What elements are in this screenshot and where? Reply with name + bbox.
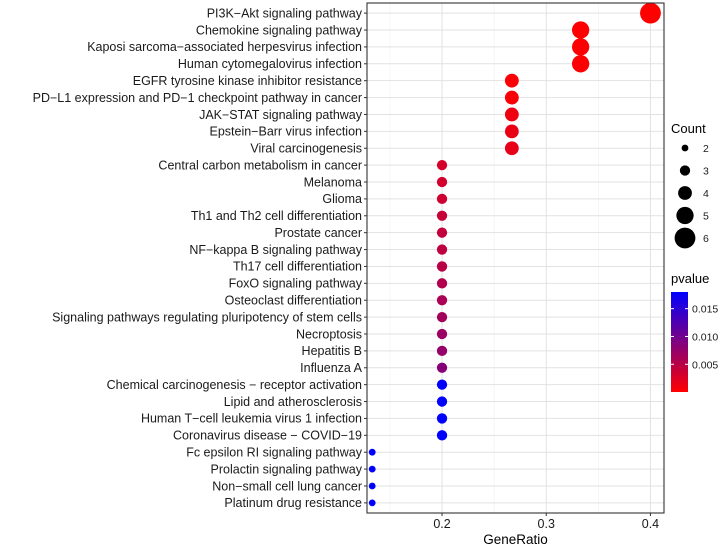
data-point — [436, 430, 448, 441]
x-tick-label: 0.3 — [538, 517, 555, 531]
y-tick-label: Hepatitis B — [302, 344, 362, 358]
data-point — [504, 107, 519, 122]
y-tick-label: Kaposi sarcoma−associated herpesvirus in… — [87, 40, 362, 54]
data-point — [436, 311, 448, 323]
y-tick-label: NF−kappa B signaling pathway — [189, 243, 362, 257]
data-point — [571, 55, 590, 73]
y-tick-label: Human T−cell leukemia virus 1 infection — [141, 412, 362, 426]
data-point — [571, 21, 590, 39]
pvalue-color-legend: pvalue 0.005 0.010 0.015 — [671, 271, 718, 392]
data-point — [436, 328, 448, 340]
y-tick-label: Central carbon metabolism in cancer — [158, 158, 362, 172]
panel-border — [366, 2, 665, 514]
y-tick-label: Glioma — [322, 192, 362, 206]
data-point — [436, 345, 448, 357]
data-point — [436, 193, 448, 205]
y-tick-label: Viral carcinogenesis — [250, 142, 362, 156]
size-legend-dot — [681, 144, 689, 152]
data-point — [436, 396, 448, 407]
y-tick-label: Platinum drug resistance — [224, 496, 362, 510]
data-point — [640, 2, 661, 24]
size-legend-dot — [676, 206, 694, 225]
y-tick-label: Prolactin signaling pathway — [211, 462, 363, 476]
data-point — [368, 448, 376, 456]
data-point — [504, 90, 519, 105]
x-axis: 0.2 0.3 0.4 — [433, 513, 659, 531]
color-legend-label: 0.015 — [692, 304, 718, 316]
size-legend-label: 6 — [703, 233, 709, 245]
data-point — [436, 159, 448, 171]
color-legend-title: pvalue — [671, 271, 709, 286]
data-point — [436, 362, 448, 373]
size-legend-title: Count — [671, 121, 706, 136]
y-tick-label: Lipid and atherosclerosis — [224, 395, 362, 409]
data-point — [436, 413, 448, 424]
data-point — [436, 379, 448, 390]
x-tick-label: 0.2 — [433, 517, 450, 531]
y-tick-label: Melanoma — [304, 175, 362, 189]
color-legend-label: 0.010 — [692, 331, 718, 343]
data-point — [436, 278, 448, 289]
data-point — [436, 261, 448, 272]
data-point — [436, 210, 448, 221]
size-legend-label: 2 — [703, 143, 709, 155]
y-tick-label: PI3K−Akt signaling pathway — [207, 6, 363, 20]
data-point — [368, 465, 376, 473]
data-point — [504, 141, 519, 156]
y-tick-label: Th1 and Th2 cell differentiation — [191, 209, 362, 223]
y-tick-label: FoxO signaling pathway — [229, 277, 363, 291]
x-axis-title: GeneRatio — [483, 532, 548, 545]
data-points — [368, 2, 661, 507]
color-legend-bar — [671, 292, 688, 392]
y-tick-label: JAK−STAT signaling pathway — [199, 108, 363, 122]
y-tick-label: Chemokine signaling pathway — [196, 23, 363, 37]
y-tick-label: Fc epsilon RI signaling pathway — [186, 446, 363, 460]
y-tick-label: Osteoclast differentiation — [225, 294, 362, 308]
data-point — [436, 227, 448, 238]
x-tick-label: 0.4 — [642, 517, 659, 531]
y-tick-label: Prostate cancer — [274, 226, 362, 240]
y-tick-label: Th17 cell differentiation — [233, 260, 362, 274]
data-point — [436, 176, 448, 188]
data-point — [368, 482, 376, 490]
y-tick-label: PD−L1 expression and PD−1 checkpoint pat… — [33, 91, 362, 105]
y-tick-label: EGFR tyrosine kinase inhibitor resistanc… — [133, 74, 362, 88]
data-point — [436, 295, 448, 306]
y-tick-label: Influenza A — [300, 361, 363, 375]
size-legend-dot — [674, 227, 696, 249]
size-legend-label: 4 — [703, 188, 709, 200]
y-tick-label: Coronavirus disease − COVID−19 — [173, 429, 362, 443]
y-axis-labels: PI3K−Akt signaling pathway Chemokine sign… — [33, 6, 367, 510]
data-point — [504, 73, 519, 88]
panel-background — [367, 3, 664, 513]
data-point — [436, 244, 448, 255]
data-point — [504, 124, 519, 139]
y-tick-label: Human cytomegalovirus infection — [178, 57, 362, 71]
count-size-legend: Count 2 3 4 5 6 — [671, 121, 709, 249]
y-tick-label: Signaling pathways regulating pluripoten… — [52, 310, 362, 324]
size-legend-label: 5 — [703, 211, 709, 223]
color-legend-label: 0.005 — [692, 359, 718, 371]
size-legend-dot — [679, 165, 691, 176]
size-legend-label: 3 — [703, 166, 709, 178]
size-legend-dot — [678, 186, 692, 200]
data-point — [368, 499, 376, 507]
plot-panel — [367, 3, 664, 513]
y-tick-label: Epstein−Barr virus infection — [209, 125, 362, 139]
y-tick-label: Chemical carcinogenesis − receptor activ… — [107, 378, 362, 392]
data-point — [571, 38, 590, 56]
y-tick-label: Non−small cell lung cancer — [212, 479, 362, 493]
y-tick-label: Necroptosis — [296, 327, 362, 341]
